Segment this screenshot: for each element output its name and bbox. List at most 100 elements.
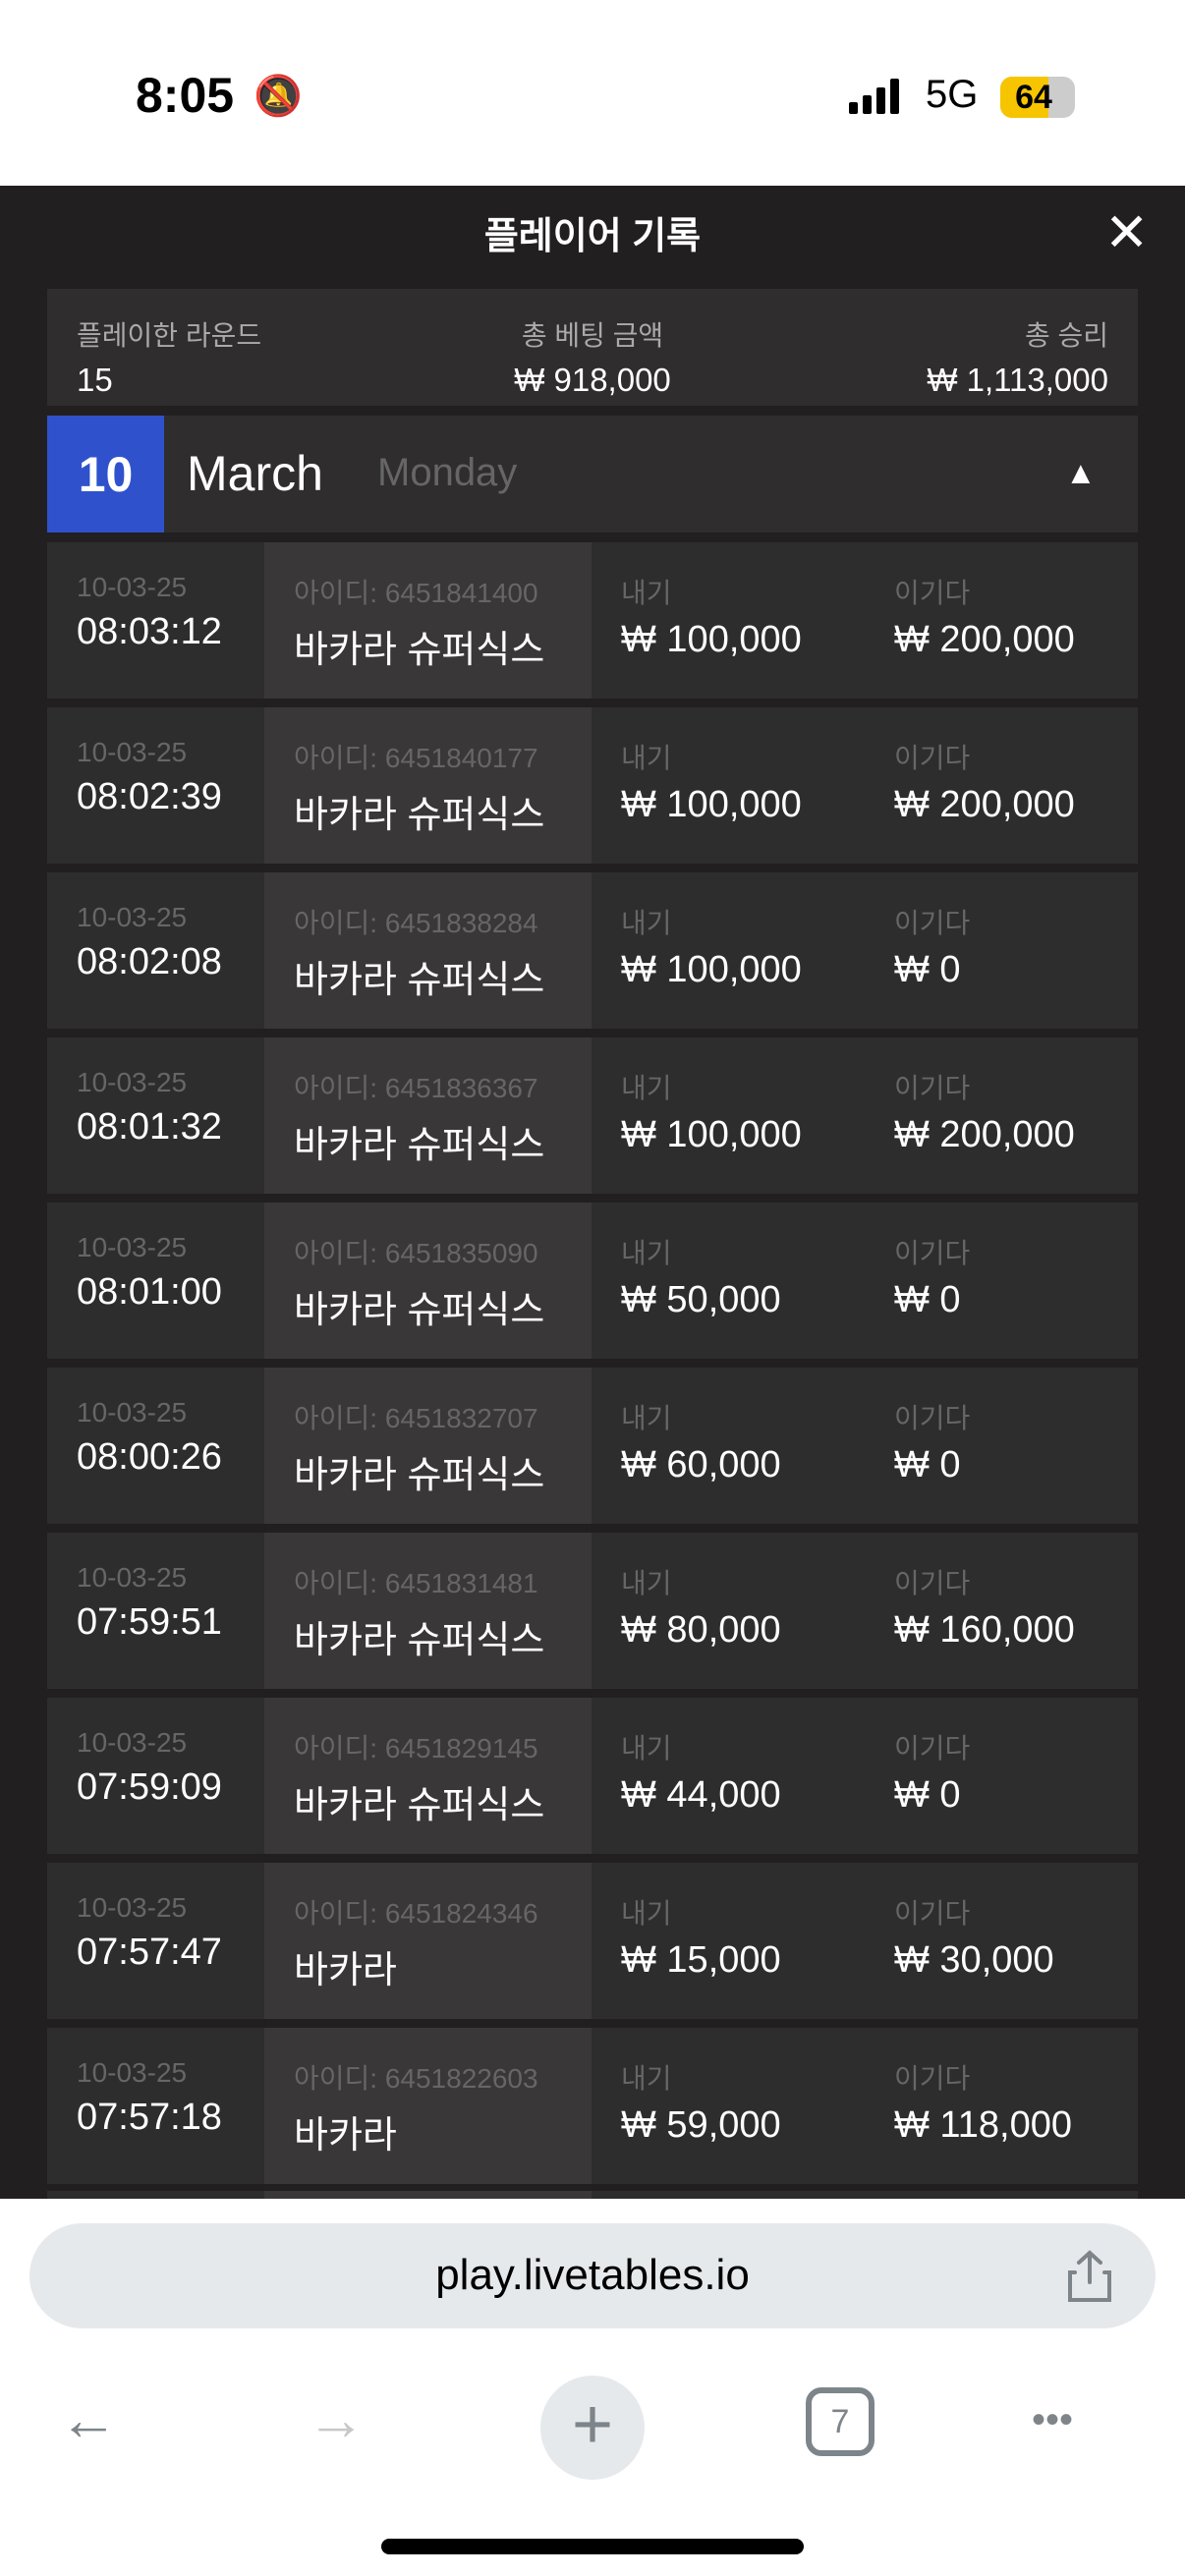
row-bet: ₩ 100,000 [621, 784, 802, 825]
row-bet: ₩ 100,000 [621, 1114, 802, 1155]
row-win-label: 이기다 [894, 1238, 971, 1268]
row-bet: ₩ 15,000 [621, 1939, 781, 1981]
rounds-value: 15 [77, 362, 113, 398]
row-win-label: 이기다 [894, 743, 971, 773]
row-time: 08:01:32 [77, 1106, 222, 1148]
table-row[interactable]: 10-03-25 08:01:00 아이디: 6451835090 바카라 슈퍼식스… [47, 1203, 1138, 1359]
more-icon[interactable]: ••• [1032, 2398, 1074, 2441]
row-time: 07:59:51 [77, 1601, 222, 1643]
row-game: 바카라 슈퍼식스 [294, 1290, 545, 1331]
home-indicator [381, 2539, 804, 2554]
row-win-label: 이기다 [894, 1898, 971, 1929]
row-date: 10-03-25 [77, 1067, 188, 1097]
row-bet-label: 내기 [621, 1733, 672, 1764]
table-row[interactable]: 10-03-25 08:00:26 아이디: 6451832707 바카라 슈퍼식스… [47, 1368, 1138, 1524]
url-text: play.livetables.io [435, 2251, 750, 2299]
row-bet-label: 내기 [621, 2063, 672, 2094]
row-win: ₩ 200,000 [894, 784, 1075, 825]
id-column [264, 2028, 592, 2184]
row-date: 10-03-25 [77, 737, 188, 767]
id-column [264, 1368, 592, 1524]
row-date: 10-03-25 [77, 1727, 188, 1758]
row-date: 10-03-25 [77, 1232, 188, 1262]
back-icon[interactable]: ← [59, 2386, 118, 2452]
row-id: 아이디: 6451840177 [294, 743, 538, 773]
close-icon[interactable]: ✕ [1104, 203, 1150, 262]
row-time: 07:57:18 [77, 2097, 222, 2138]
id-column [264, 542, 592, 699]
row-bet: ₩ 50,000 [621, 1279, 781, 1320]
tabs-button[interactable]: 7 [806, 2387, 875, 2456]
row-id: 아이디: 6451836367 [294, 1073, 538, 1103]
row-id: 아이디: 6451822603 [294, 2063, 538, 2094]
status-bar: 8:05 🔕 5G 64 [0, 0, 1185, 186]
row-bet: ₩ 80,000 [621, 1609, 781, 1651]
collapse-caret-icon[interactable]: ▲ [1065, 455, 1097, 490]
row-id: 아이디: 6451838284 [294, 908, 538, 938]
bell-slash-icon: 🔕 [254, 75, 303, 118]
row-win: ₩ 118,000 [894, 2104, 1072, 2146]
row-time: 08:01:00 [77, 1271, 222, 1313]
table-row[interactable]: 10-03-25 08:02:08 아이디: 6451838284 바카라 슈퍼식스… [47, 872, 1138, 1029]
share-icon[interactable] [1065, 2249, 1114, 2304]
id-column [264, 1203, 592, 1359]
battery-level: 64 [1015, 79, 1052, 116]
total-bet-label: 총 베팅 금액 [521, 320, 664, 351]
row-win: ₩ 0 [894, 949, 961, 990]
forward-icon[interactable]: → [307, 2386, 366, 2452]
table-row[interactable]: 10-03-25 07:57:47 아이디: 6451824346 바카라 내기 ₩ … [47, 1863, 1138, 2019]
row-date: 10-03-25 [77, 902, 188, 932]
table-row-partial [47, 2191, 1138, 2199]
row-date: 10-03-25 [77, 2057, 188, 2088]
row-time: 07:59:09 [77, 1766, 222, 1808]
row-id: 아이디: 6451824346 [294, 1898, 538, 1929]
rounds-label: 플레이한 라운드 [77, 320, 262, 351]
browser-chrome: play.livetables.io ← → + 7 ••• [0, 2199, 1185, 2576]
table-row[interactable]: 10-03-25 07:59:09 아이디: 6451829145 바카라 슈퍼식스… [47, 1698, 1138, 1854]
row-win: ₩ 200,000 [894, 1114, 1075, 1155]
total-win-label: 총 승리 [1024, 320, 1108, 351]
row-bet: ₩ 59,000 [621, 2104, 781, 2146]
row-bet-label: 내기 [621, 1073, 672, 1103]
table-row[interactable]: 10-03-25 08:01:32 아이디: 6451836367 바카라 슈퍼식스… [47, 1037, 1138, 1194]
row-win-label: 이기다 [894, 578, 971, 608]
row-bet-label: 내기 [621, 908, 672, 938]
row-time: 08:03:12 [77, 611, 222, 652]
battery-icon: 64 [1000, 77, 1075, 118]
modal-title: 플레이어 기록 [483, 216, 702, 257]
row-bet: ₩ 44,000 [621, 1774, 781, 1816]
network-type: 5G [926, 73, 979, 116]
row-bet: ₩ 100,000 [621, 619, 802, 660]
row-game: 바카라 슈퍼식스 [294, 1125, 545, 1166]
row-id: 아이디: 6451832707 [294, 1403, 538, 1433]
date-month: March [187, 446, 323, 501]
row-bet-label: 내기 [621, 1403, 672, 1433]
date-group-header[interactable]: 10 March Monday ▲ [47, 416, 1138, 532]
id-column [264, 1698, 592, 1854]
table-row[interactable]: 10-03-25 07:59:51 아이디: 6451831481 바카라 슈퍼식스… [47, 1533, 1138, 1689]
row-time: 07:57:47 [77, 1932, 222, 1973]
row-bet: ₩ 100,000 [621, 949, 802, 990]
row-win: ₩ 0 [894, 1444, 961, 1485]
row-game: 바카라 슈퍼식스 [294, 795, 545, 836]
row-date: 10-03-25 [77, 1562, 188, 1593]
row-date: 10-03-25 [77, 1397, 188, 1428]
row-id: 아이디: 6451841400 [294, 578, 538, 608]
table-row[interactable]: 10-03-25 08:02:39 아이디: 6451840177 바카라 슈퍼식스… [47, 707, 1138, 864]
row-date: 10-03-25 [77, 1892, 188, 1923]
row-win: ₩ 160,000 [894, 1609, 1075, 1651]
clock: 8:05 [136, 68, 235, 123]
id-column [264, 872, 592, 1029]
id-column [264, 1863, 592, 2019]
row-game: 바카라 슈퍼식스 [294, 1455, 545, 1496]
row-game: 바카라 [294, 2115, 397, 2156]
table-row[interactable]: 10-03-25 08:03:12 아이디: 6451841400 바카라 슈퍼식스… [47, 542, 1138, 699]
row-game: 바카라 슈퍼식스 [294, 1785, 545, 1826]
table-row[interactable]: 10-03-25 07:57:18 아이디: 6451822603 바카라 내기 ₩ … [47, 2028, 1138, 2184]
row-game: 바카라 [294, 1950, 397, 1991]
row-date: 10-03-25 [77, 572, 188, 602]
row-win-label: 이기다 [894, 2063, 971, 2094]
date-day: 10 [47, 416, 164, 532]
address-bar[interactable]: play.livetables.io [29, 2223, 1156, 2328]
new-tab-icon[interactable]: + [540, 2376, 645, 2480]
